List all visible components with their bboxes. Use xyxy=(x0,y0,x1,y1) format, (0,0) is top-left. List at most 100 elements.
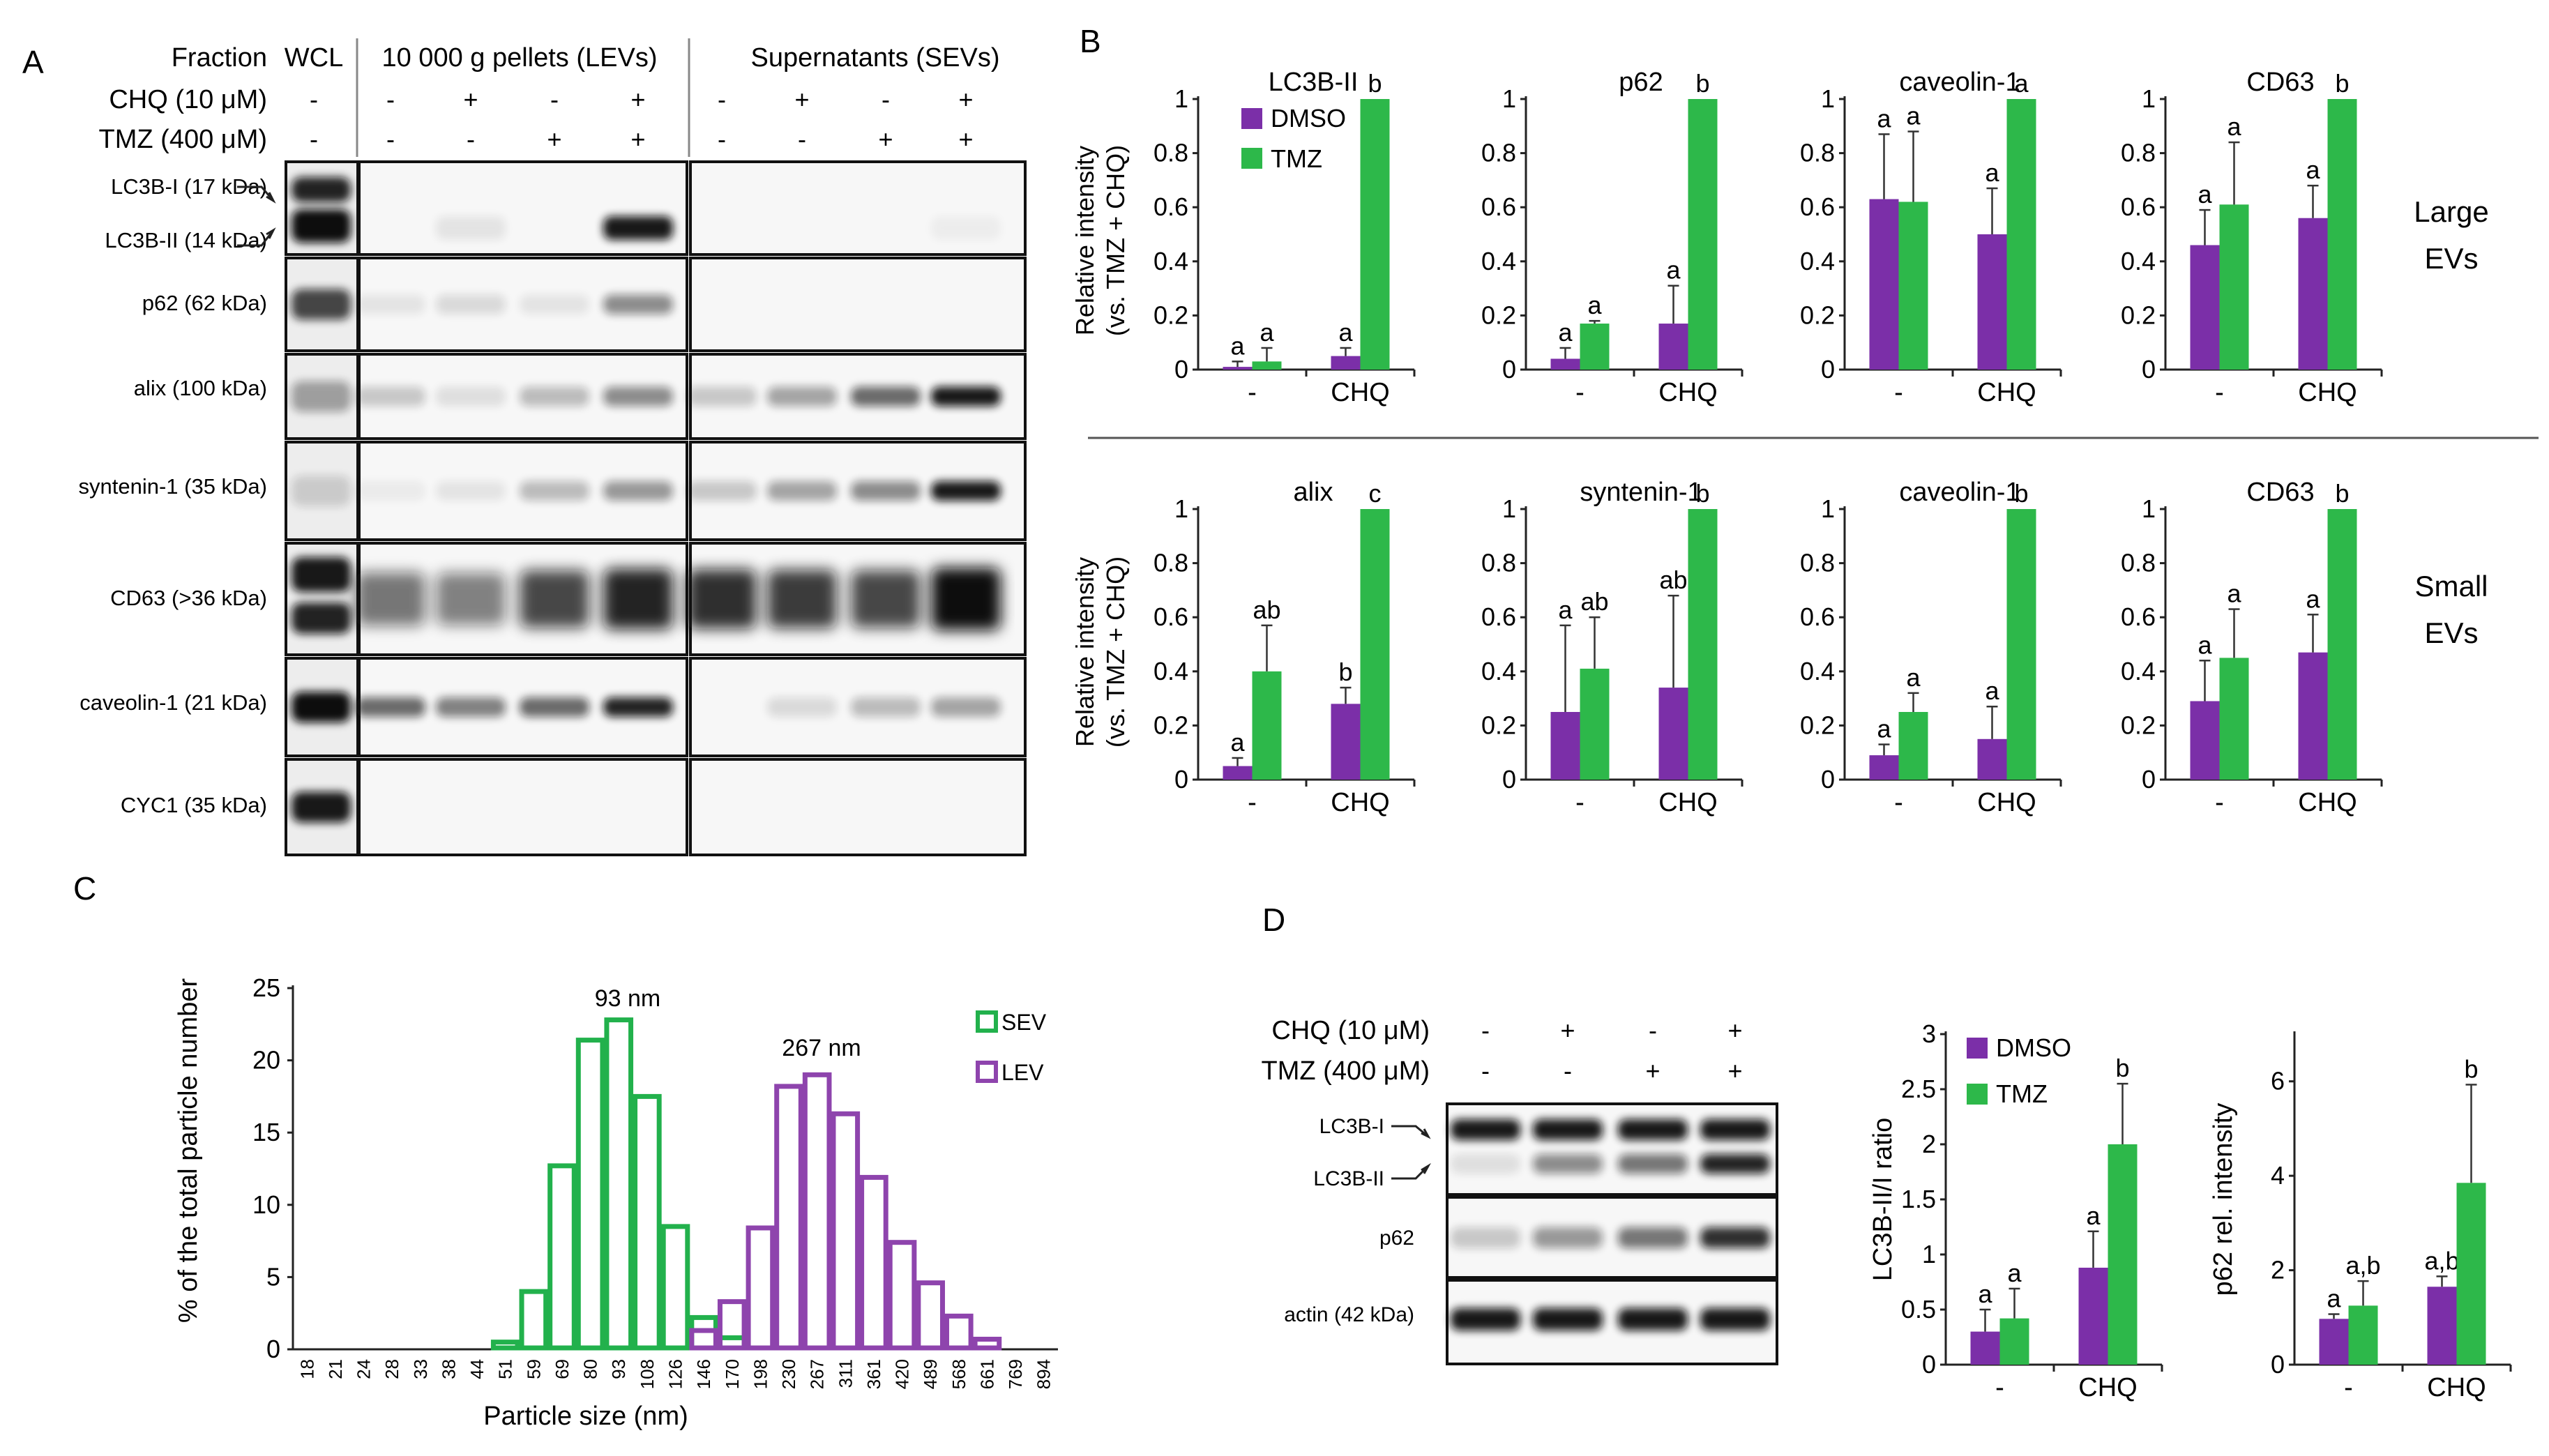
band xyxy=(767,697,837,717)
blot-frame-sev xyxy=(689,758,1027,856)
header-lev: 10 000 g pellets (LEVs) xyxy=(381,43,657,73)
y-tick-label: 2 xyxy=(1922,1130,1936,1158)
y-tick-label: 20 xyxy=(252,1046,280,1075)
tmz-sign: - xyxy=(386,125,395,153)
bar-dmso xyxy=(2298,218,2328,370)
tmz-sign: - xyxy=(1564,1056,1572,1085)
chart-title: p62 xyxy=(1619,68,1663,97)
c-peak-sev-label: 93 nm xyxy=(595,985,661,1012)
bar-tmz xyxy=(1252,361,1282,370)
y-tick-label: 5 xyxy=(266,1262,280,1291)
bar-tmz xyxy=(2348,1305,2378,1365)
significance-letter: b xyxy=(2335,479,2349,508)
band xyxy=(520,481,589,501)
band xyxy=(520,570,589,628)
band xyxy=(603,568,673,630)
chq-sign: - xyxy=(1481,1016,1490,1045)
chq-sign: + xyxy=(630,85,645,114)
significance-letter: ab xyxy=(1253,596,1280,624)
x-tick-label: - xyxy=(1894,378,1903,407)
y-tick-label: 0.6 xyxy=(2121,192,2156,221)
band xyxy=(436,386,506,407)
header-sev: Supernatants (SEVs) xyxy=(751,43,1000,73)
band xyxy=(1618,1308,1688,1330)
y-tick-label: 0.4 xyxy=(1800,657,1835,685)
y-tick-label: 0.4 xyxy=(1800,247,1835,275)
histogram-bar-lev xyxy=(859,1174,888,1351)
panel-letter-a: A xyxy=(22,44,44,80)
histogram-bar-sev xyxy=(660,1224,690,1351)
significance-letter: ab xyxy=(1659,566,1687,594)
band xyxy=(356,697,425,717)
bar-tmz xyxy=(1252,671,1282,780)
y-tick-label: 0 xyxy=(1821,355,1835,384)
b-row-label-large-1: Large xyxy=(2414,195,2488,228)
y-tick-label: 0.2 xyxy=(2121,301,2156,329)
y-tick-label: 0.2 xyxy=(1800,301,1835,329)
row-label-tmz: TMZ (400 μM) xyxy=(99,125,267,154)
histogram-bar-sev xyxy=(519,1289,549,1351)
band xyxy=(851,481,921,501)
y-tick-label: 0.6 xyxy=(1154,602,1188,631)
bar-dmso xyxy=(1869,755,1899,780)
histogram-bar-lev xyxy=(717,1299,747,1351)
y-tick-label: 0.8 xyxy=(1800,139,1835,167)
panel-d: CHQ (10 μM) TMZ (400 μM) - - + - - + + + LC3B-I… xyxy=(1262,1016,2512,1402)
x-tick-label: 170 xyxy=(722,1359,743,1389)
tmz-sign: - xyxy=(798,125,806,153)
band xyxy=(356,386,425,407)
y-tick-label: 0 xyxy=(1502,355,1516,384)
significance-letter: b xyxy=(2014,479,2028,508)
band xyxy=(687,481,757,501)
significance-letter: a xyxy=(2227,579,2241,608)
significance-letter: a xyxy=(2198,180,2212,208)
y-tick-label: 0.6 xyxy=(1481,602,1516,631)
y-tick-label: 1 xyxy=(2142,494,2156,523)
tmz-sign: + xyxy=(878,125,893,153)
x-tick-label: 51 xyxy=(495,1359,516,1379)
b-ylabel-top-1: Relative intensity xyxy=(1071,146,1099,335)
band xyxy=(931,481,1001,501)
significance-letter: a xyxy=(1906,102,1921,130)
y-tick-label: 0.2 xyxy=(1481,301,1516,329)
x-tick-label: CHQ xyxy=(1331,378,1389,407)
band xyxy=(603,294,673,314)
x-tick-label: 489 xyxy=(920,1359,941,1389)
d-legend-dmso-label: DMSO xyxy=(1996,1033,2071,1062)
y-tick-label: 0.4 xyxy=(2121,657,2156,685)
bar-tmz xyxy=(2219,658,2249,780)
blot-label: LC3B-II xyxy=(1313,1167,1384,1190)
histogram-bar-lev xyxy=(972,1336,1002,1351)
x-tick-label: - xyxy=(2215,378,2224,407)
histogram-bar-sev xyxy=(490,1340,520,1351)
bar-dmso xyxy=(1970,1331,2000,1365)
bar-tmz xyxy=(1999,1318,2029,1365)
band xyxy=(851,697,921,717)
x-tick-label: 18 xyxy=(296,1359,317,1379)
histogram-bar-lev xyxy=(887,1240,917,1351)
histogram-bar-sev xyxy=(604,1017,634,1351)
bar-dmso xyxy=(1977,234,2007,370)
y-tick-label: 0.8 xyxy=(1481,139,1516,167)
bar-tmz xyxy=(1580,668,1610,780)
bar-dmso xyxy=(1550,712,1580,780)
y-tick-label: 0.4 xyxy=(1481,657,1516,685)
significance-letter: a xyxy=(1666,256,1681,285)
x-tick-label: 93 xyxy=(608,1359,629,1379)
y-axis-label: p62 rel. intensity xyxy=(2209,1103,2238,1296)
b-row-label-small-1: Small xyxy=(2414,570,2488,602)
d-legend-dmso-swatch xyxy=(1967,1038,1988,1059)
y-tick-label: 15 xyxy=(252,1118,280,1146)
y-tick-label: 0.8 xyxy=(1154,139,1188,167)
panel-b-quantification: Relative intensity (vs. TMZ + CHQ) Relat… xyxy=(1071,68,2539,817)
bar-tmz xyxy=(2219,204,2249,370)
y-tick-label: 0 xyxy=(1502,765,1516,794)
y-tick-label: 3 xyxy=(1922,1019,1936,1048)
y-tick-label: 0 xyxy=(1174,765,1188,794)
y-tick-label: 0 xyxy=(2142,355,2156,384)
x-tick-label: 568 xyxy=(948,1359,969,1389)
d-legend-tmz-label: TMZ xyxy=(1996,1079,2048,1108)
histogram-bar-sev xyxy=(575,1038,605,1351)
